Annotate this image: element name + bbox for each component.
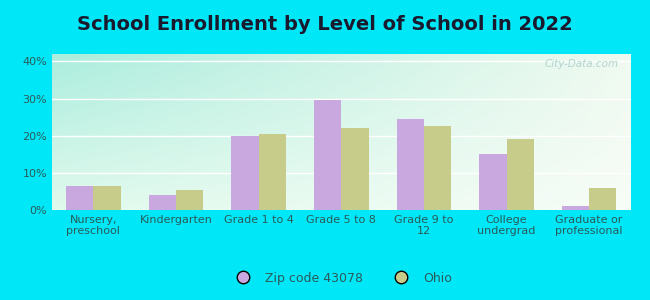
Bar xyxy=(341,128,369,210)
Bar xyxy=(479,154,506,210)
Legend: Zip code 43078, Ohio: Zip code 43078, Ohio xyxy=(226,267,457,290)
Bar xyxy=(66,186,94,210)
Bar xyxy=(396,119,424,210)
Bar xyxy=(149,195,176,210)
Text: School Enrollment by Level of School in 2022: School Enrollment by Level of School in … xyxy=(77,15,573,34)
Bar xyxy=(562,206,589,210)
Bar xyxy=(424,126,451,210)
Bar xyxy=(314,100,341,210)
Bar xyxy=(176,190,203,210)
Bar xyxy=(589,188,616,210)
Bar xyxy=(94,186,121,210)
Bar xyxy=(506,140,534,210)
Bar xyxy=(231,136,259,210)
Bar xyxy=(259,134,286,210)
Text: City-Data.com: City-Data.com xyxy=(545,59,619,69)
